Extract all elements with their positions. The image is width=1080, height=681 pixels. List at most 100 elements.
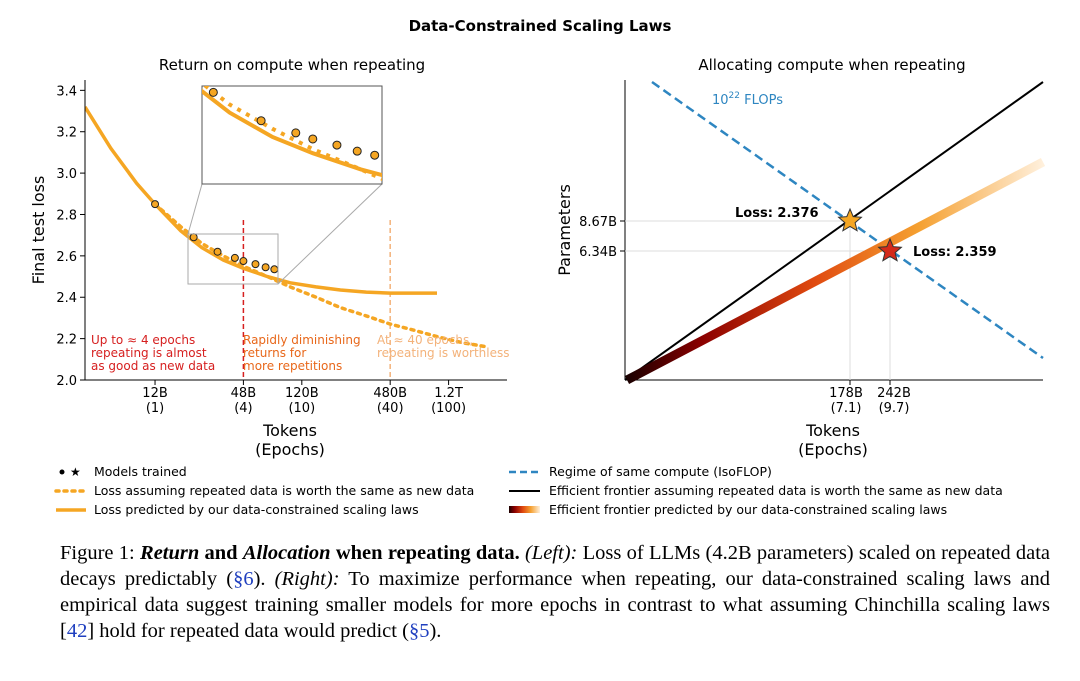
left-model-point — [151, 200, 160, 209]
caption-right-label: (Right): — [274, 568, 340, 590]
left-model-point — [270, 265, 279, 274]
right-point-star — [837, 207, 863, 232]
left-annotation-line: more repetitions — [243, 359, 342, 373]
left-y-tick-label: 2.4 — [56, 291, 77, 306]
left-chart: Return on compute when repeating 2.02.22… — [29, 56, 510, 459]
left-annotation-line: returns for — [243, 346, 306, 360]
left-y-tick-label: 3.4 — [56, 84, 77, 99]
right-chart: Allocating compute when repeating Parame… — [555, 56, 1046, 459]
zoom-connector-2 — [277, 183, 383, 285]
left-annotation-line: Up to ≈ 4 epochs — [91, 333, 195, 347]
right-x-tick-label: 242B — [877, 386, 911, 401]
figure-caption: Figure 1: Return and Allocation when rep… — [60, 540, 1050, 644]
left-model-point — [189, 233, 198, 242]
left-y-tick-label: 2.0 — [56, 374, 77, 389]
caption-text-2: ). — [253, 568, 275, 590]
left-y-ticks: 2.0 2.2 2.4 2.6 2.8 3.0 3.2 3.4 — [56, 84, 85, 389]
inset-model-point — [370, 150, 380, 160]
right-series-frontier-predicted — [624, 158, 1046, 384]
legend-label: Regime of same compute (IsoFLOP) — [549, 464, 772, 479]
caption-ref-42[interactable]: 42 — [66, 620, 88, 642]
zoom-inset — [201, 85, 383, 185]
left-model-point — [230, 253, 239, 262]
right-y-tick-label: 6.34B — [579, 245, 617, 260]
caption-and: and — [199, 542, 243, 564]
left-x-tick-label: 1.2T — [434, 386, 463, 401]
right-series-frontier-assumed — [624, 81, 1044, 381]
left-x-tick-epochs: (4) — [234, 401, 252, 416]
left-x-tick-label: 12B — [142, 386, 167, 401]
right-point-star — [877, 237, 903, 262]
legend-label: Efficient frontier predicted by our data… — [549, 502, 947, 517]
inset-model-point — [308, 134, 318, 144]
left-x-tick-label: 48B — [231, 386, 256, 401]
left-series-assumed — [153, 202, 489, 349]
legend-label: Models trained — [94, 464, 187, 479]
legend-gradient-icon — [509, 506, 540, 513]
left-y-tick-label: 3.2 — [56, 126, 77, 141]
suptitle: Data-Constrained Scaling Laws — [409, 17, 672, 35]
caption-text-5: ). — [429, 620, 442, 642]
left-model-point — [261, 263, 270, 272]
inset-model-point — [332, 140, 342, 150]
left-y-tick-label: 2.2 — [56, 333, 77, 348]
caption-bold-rest: when repeating data. — [330, 542, 520, 564]
right-y-label: Parameters — [555, 184, 574, 276]
right-isoflop-label: 1022 FLOPs — [712, 91, 783, 108]
caption-lead: Figure 1: — [60, 542, 141, 564]
caption-bold-allocation: Allocation — [242, 542, 331, 564]
left-model-point — [251, 260, 260, 269]
right-y-tick-label: 8.67B — [579, 215, 617, 230]
left-x-tick-epochs: (100) — [431, 401, 466, 416]
inset-model-point — [256, 116, 266, 126]
inset-model-point — [208, 87, 218, 97]
left-x-tick-epochs: (10) — [288, 401, 315, 416]
left-annotation-line: Rapidly diminishing — [243, 333, 361, 347]
left-x-tick-label: 120B — [285, 386, 319, 401]
figure: Data-Constrained Scaling Laws Return on … — [29, 17, 1046, 517]
inset-model-point — [352, 146, 362, 156]
left-x-tick-epochs: (1) — [146, 401, 164, 416]
caption-left-label: (Left): — [519, 542, 578, 564]
caption-bold-return: Return — [140, 542, 200, 564]
caption-text-1: Loss of LLMs (4.2B parameters) scaled on… — [60, 542, 1050, 590]
left-annotation-line: repeating is worthless — [377, 346, 510, 360]
caption-ref-sec5[interactable]: §5 — [408, 620, 430, 642]
left-x-label: Tokens — [262, 421, 317, 440]
inset-model-point — [291, 128, 301, 138]
left-model-point — [239, 257, 248, 266]
left-chart-title: Return on compute when repeating — [159, 56, 425, 74]
zoom-box — [187, 233, 279, 285]
left-annotation-line: repeating is almost — [91, 346, 207, 360]
zoom-connector-1 — [187, 183, 203, 235]
left-x-ticks: 12B(1) 48B(4) 120B(10) 480B(40) 1.2T(100) — [142, 380, 466, 416]
legend-dot-icon — [59, 469, 65, 475]
left-y-tick-label: 2.6 — [56, 250, 77, 265]
right-x-tick-epochs: (7.1) — [831, 401, 862, 416]
left-annotation-line: as good as new data — [91, 359, 215, 373]
right-x-label-2: (Epochs) — [798, 440, 868, 459]
right-plot-area: 8.67B 6.34B 178B(7.1) 242B(9.7) 1022 FLOPs Lo… — [579, 80, 1046, 416]
caption-ref-sec6[interactable]: §6 — [233, 568, 254, 590]
right-x-label: Tokens — [805, 421, 860, 440]
legend-label: Efficient frontier assuming repeated dat… — [549, 483, 1003, 498]
right-point-label: Loss: 2.376 — [735, 206, 819, 221]
left-plot-area — [85, 105, 489, 380]
caption-text-4: ] hold for repeated data would predict ( — [87, 620, 409, 642]
legend-star-icon: ★ — [70, 465, 81, 479]
legend-label: Loss predicted by our data-constrained s… — [94, 502, 419, 517]
left-x-tick-label: 480B — [373, 386, 407, 401]
left-annotation-line: At ≈ 40 epochs, — [377, 333, 473, 347]
left-y-tick-label: 3.0 — [56, 167, 77, 182]
legend: ★ Models trained Loss assuming repeated da… — [54, 464, 1003, 517]
left-y-label: Final test loss — [29, 176, 48, 285]
right-x-tick-label: 178B — [829, 386, 863, 401]
left-y-tick-label: 2.8 — [56, 208, 77, 223]
right-point-label: Loss: 2.359 — [913, 245, 997, 260]
legend-label: Loss assuming repeated data is worth the… — [94, 483, 474, 498]
left-x-tick-epochs: (40) — [377, 401, 404, 416]
left-x-label-2: (Epochs) — [255, 440, 325, 459]
right-x-tick-epochs: (9.7) — [879, 401, 910, 416]
caption-text-3: To maximize performance when repeating, … — [60, 568, 1050, 642]
